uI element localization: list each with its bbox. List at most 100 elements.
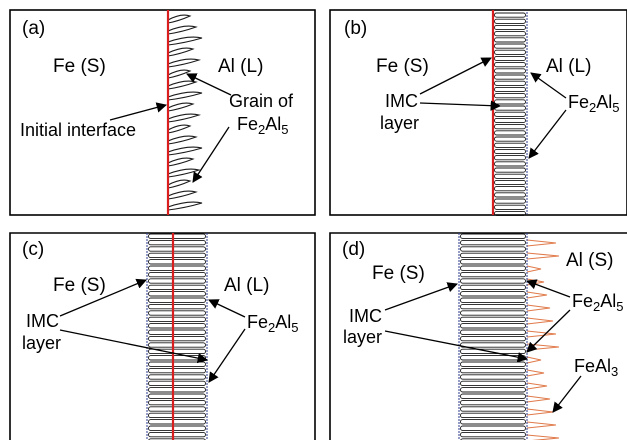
imc-grain bbox=[460, 239, 526, 246]
imc-grain bbox=[148, 425, 206, 431]
imc-grain bbox=[148, 380, 206, 387]
imc-grain bbox=[148, 265, 206, 271]
panel-d: (d) Fe (S) Al (S) IMC layer Fe2Al5 FeAl3 bbox=[329, 232, 627, 440]
imc-grain bbox=[494, 161, 526, 167]
imc-grain bbox=[148, 431, 206, 438]
imc-grain bbox=[460, 406, 526, 412]
grain-needle bbox=[167, 25, 198, 35]
grain-needle bbox=[167, 14, 192, 24]
feal3-spike bbox=[526, 239, 557, 247]
panel-b-formula-arrow-1 bbox=[530, 72, 567, 99]
panel-c-imc-label-2: layer bbox=[22, 333, 61, 353]
panel-d-imc-arrow-1 bbox=[384, 282, 458, 311]
imc-grain bbox=[494, 142, 526, 148]
panel-c-imc-layer bbox=[146, 233, 208, 440]
feal3-spike bbox=[526, 252, 560, 260]
formula-sub: 5 bbox=[281, 122, 288, 137]
imc-grain bbox=[494, 55, 526, 62]
imc-grain bbox=[494, 210, 526, 217]
imc-grain bbox=[494, 111, 526, 117]
feal3-spike bbox=[526, 330, 557, 338]
panel-d-feal3-arrow bbox=[552, 375, 582, 413]
feal3-spike bbox=[526, 369, 545, 377]
panel-c-formula: Fe2Al5 bbox=[247, 312, 299, 335]
imc-grain bbox=[460, 348, 526, 355]
formula-sub: 2 bbox=[258, 122, 265, 137]
panel-b-imc-arrow-1 bbox=[419, 57, 492, 95]
imc-grain bbox=[460, 271, 526, 278]
panel-c: (c) Fe (S) Al (L) IMC layer Fe2Al5 bbox=[9, 232, 316, 440]
panel-c-right-phase: Al (L) bbox=[224, 275, 269, 296]
imc-grain bbox=[460, 246, 526, 252]
panel-d-imc-arrow-2 bbox=[384, 330, 529, 363]
feal3-spike bbox=[526, 434, 560, 440]
panel-c-imc-arrow-2 bbox=[59, 329, 209, 364]
panel-d-right-phase: Al (S) bbox=[566, 250, 614, 271]
grain-needle bbox=[167, 102, 195, 112]
imc-grain bbox=[460, 323, 526, 329]
grain-needle bbox=[167, 201, 203, 211]
imc-grain bbox=[148, 271, 206, 278]
imc-grain bbox=[494, 49, 526, 55]
formula-sub: 2 bbox=[268, 320, 275, 335]
panel-d-tag: (d) bbox=[342, 239, 365, 260]
imc-grain bbox=[148, 310, 206, 316]
imc-grain bbox=[148, 399, 206, 406]
imc-grain bbox=[460, 380, 526, 387]
imc-grain bbox=[460, 329, 526, 335]
imc-grain bbox=[148, 335, 206, 342]
feal3-spike bbox=[526, 291, 548, 299]
imc-grain bbox=[460, 431, 526, 438]
panel-c-imc-label-1: IMC bbox=[26, 311, 59, 331]
imc-grain bbox=[148, 291, 206, 297]
imc-grain bbox=[148, 252, 206, 259]
feal3-spike bbox=[526, 343, 560, 351]
imc-grain bbox=[460, 252, 526, 259]
imc-grain bbox=[148, 284, 206, 291]
imc-grain bbox=[494, 186, 526, 192]
panel-a-grain-label: Grain of bbox=[229, 91, 294, 111]
imc-grain bbox=[148, 374, 206, 380]
imc-grain bbox=[148, 303, 206, 310]
panel-d-left-phase: Fe (S) bbox=[372, 263, 425, 284]
imc-grain bbox=[494, 37, 526, 43]
imc-grain bbox=[460, 265, 526, 271]
grain-needle bbox=[167, 168, 202, 178]
formula-fe: Fe bbox=[237, 114, 258, 134]
imc-grain bbox=[148, 438, 206, 440]
imc-grain bbox=[494, 173, 526, 179]
panel-a-interface-arrow bbox=[109, 102, 168, 121]
grain-needle bbox=[167, 69, 192, 79]
feal3-spike bbox=[526, 395, 551, 403]
grain-needle bbox=[167, 190, 198, 200]
imc-grain bbox=[148, 259, 206, 265]
imc-grain bbox=[494, 43, 526, 49]
feal3-spike bbox=[526, 382, 548, 390]
imc-grain bbox=[494, 31, 526, 37]
imc-grain bbox=[494, 136, 526, 142]
panel-d-imc-layer bbox=[458, 233, 528, 440]
panel-a-frame bbox=[9, 9, 316, 216]
imc-grain bbox=[460, 438, 526, 440]
panel-b-left-phase: Fe (S) bbox=[376, 56, 429, 77]
panel-b-imc-label-2: layer bbox=[380, 113, 419, 133]
imc-grain bbox=[460, 425, 526, 431]
feal3-spike bbox=[526, 356, 542, 364]
imc-grain bbox=[460, 393, 526, 399]
imc-grain bbox=[148, 233, 206, 239]
formula-fe: Fe bbox=[568, 92, 589, 112]
grain-needle bbox=[167, 146, 203, 156]
imc-grain bbox=[148, 412, 206, 419]
imc-grain bbox=[494, 167, 526, 173]
imc-grain bbox=[494, 18, 526, 24]
panel-d-imc-label-1: IMC bbox=[349, 306, 382, 326]
panel-a-grain-arrow-1 bbox=[186, 73, 232, 96]
imc-grain bbox=[148, 419, 206, 425]
imc-grain bbox=[494, 117, 526, 124]
formula-sub: 5 bbox=[612, 100, 619, 115]
formula-sub: 3 bbox=[611, 364, 618, 379]
imc-grain bbox=[494, 24, 526, 31]
grain-needle bbox=[167, 36, 203, 46]
panel-c-formula-arrow-1 bbox=[208, 299, 246, 318]
imc-grain bbox=[494, 68, 526, 74]
